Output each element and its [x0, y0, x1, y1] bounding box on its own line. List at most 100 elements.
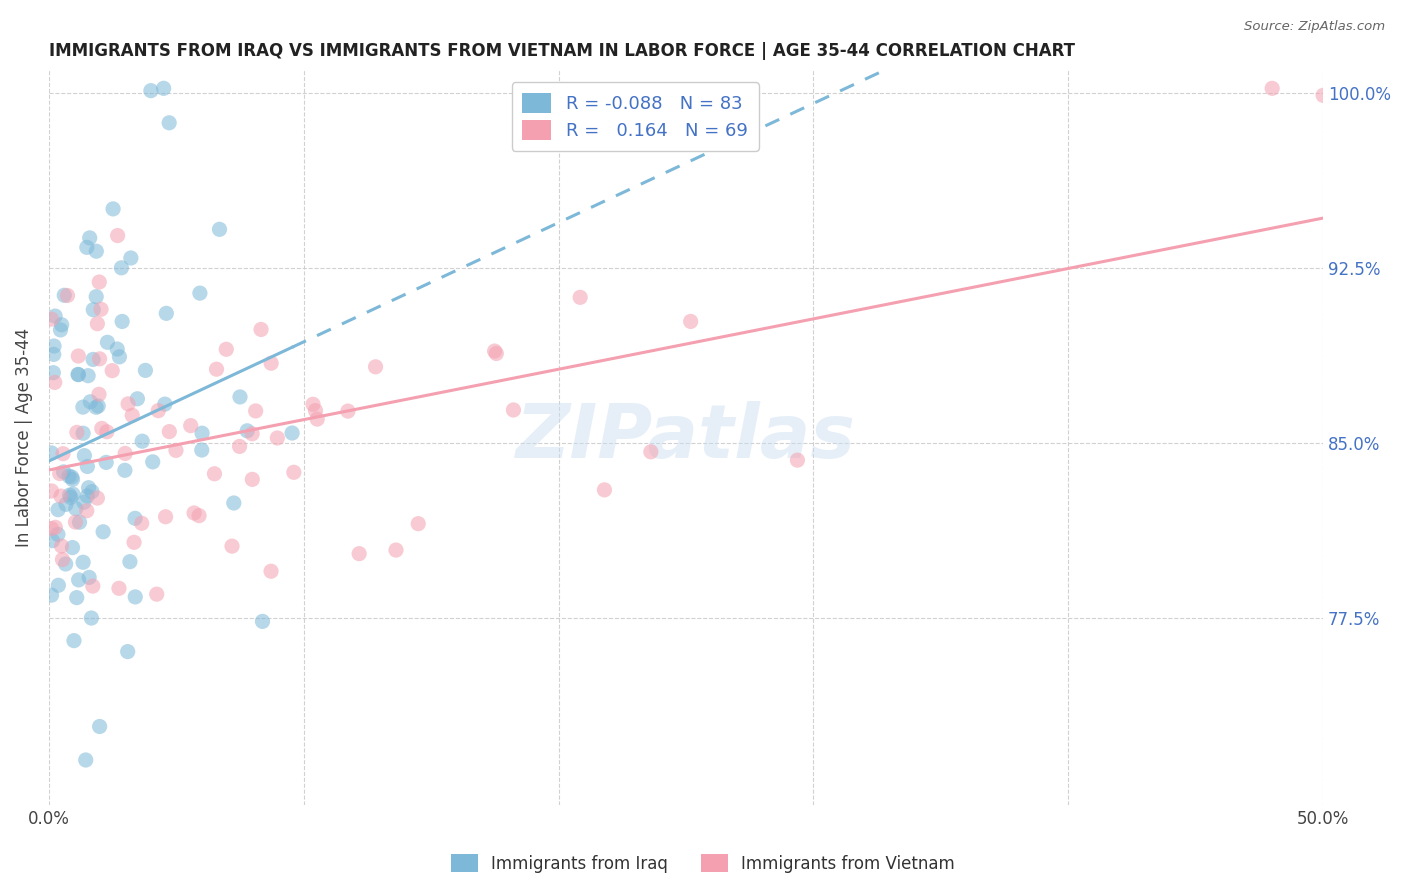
Point [485, 346, 508, 360]
Point [65, 515, 87, 529]
Text: IMMIGRANTS FROM IRAQ VS IMMIGRANTS FROM VIETNAM IN LABOR FORCE | AGE 35-44 CORRE: IMMIGRANTS FROM IRAQ VS IMMIGRANTS FROM … [49, 42, 1076, 60]
Point [307, 412, 329, 426]
Point [245, 404, 267, 418]
Point [120, 251, 142, 265]
Point [205, 362, 228, 376]
Point [183, 506, 205, 520]
Point [72, 555, 94, 569]
Point [48, 578, 70, 592]
Point [108, 350, 131, 364]
Point [41, 446, 63, 460]
Point [41, 312, 63, 326]
Point [79, 231, 101, 245]
Point [77, 481, 100, 495]
Point [87, 387, 110, 401]
Point [82, 352, 104, 367]
Point [76, 240, 98, 254]
Point [250, 322, 273, 336]
Point [84, 401, 107, 415]
Point [96, 425, 118, 439]
Point [62, 472, 84, 486]
Point [44, 376, 66, 390]
Point [131, 434, 153, 449]
Point [336, 404, 359, 418]
Point [134, 363, 156, 377]
Point [229, 390, 252, 404]
Point [51, 318, 73, 332]
Y-axis label: In Labor Force | Age 35-44: In Labor Force | Age 35-44 [15, 327, 32, 547]
Point [221, 539, 243, 553]
Point [67, 573, 90, 587]
Point [89, 351, 111, 366]
Point [101, 364, 124, 378]
Point [67, 368, 90, 382]
Point [228, 439, 250, 453]
Point [86, 317, 108, 331]
Point [108, 582, 131, 596]
Point [260, 356, 283, 370]
Point [58, 469, 80, 483]
Point [53, 288, 76, 302]
Point [260, 564, 283, 578]
Point [165, 443, 187, 458]
Point [124, 511, 146, 525]
Point [121, 409, 143, 423]
Point [46, 502, 69, 516]
Point [155, 509, 177, 524]
Point [72, 400, 94, 414]
Point [484, 344, 506, 359]
Point [117, 645, 139, 659]
Point [124, 590, 146, 604]
Point [252, 615, 274, 629]
Point [69, 515, 91, 529]
Point [56, 288, 79, 302]
Point [215, 343, 238, 357]
Point [240, 426, 263, 441]
Point [76, 459, 98, 474]
Point [62, 541, 84, 555]
Point [82, 579, 104, 593]
Point [118, 555, 141, 569]
Point [41, 533, 63, 548]
Point [42, 339, 65, 353]
Point [67, 349, 90, 363]
Point [281, 425, 304, 440]
Point [786, 453, 808, 467]
Point [204, 467, 226, 481]
Point [49, 489, 72, 503]
Point [122, 535, 145, 549]
Point [46, 527, 69, 541]
Point [65, 501, 87, 516]
Point [58, 488, 80, 502]
Point [52, 465, 75, 479]
Point [55, 497, 77, 511]
Point [96, 335, 118, 350]
Point [41, 588, 63, 602]
Point [51, 539, 73, 553]
Point [51, 552, 73, 566]
Point [41, 483, 63, 498]
Point [191, 443, 214, 458]
Point [222, 496, 245, 510]
Point [90, 421, 112, 435]
Point [44, 520, 66, 534]
Point [142, 455, 165, 469]
Point [679, 314, 702, 328]
Point [145, 587, 167, 601]
Point [52, 447, 75, 461]
Point [406, 516, 429, 531]
Point [152, 81, 174, 95]
Point [82, 302, 104, 317]
Point [76, 504, 98, 518]
Point [114, 463, 136, 477]
Point [153, 397, 176, 411]
Point [569, 290, 592, 304]
Point [148, 403, 170, 417]
Point [640, 445, 662, 459]
Legend: Immigrants from Iraq, Immigrants from Vietnam: Immigrants from Iraq, Immigrants from Vi… [444, 847, 962, 880]
Point [1312, 88, 1334, 103]
Point [49, 323, 72, 337]
Point [593, 483, 616, 497]
Point [90, 302, 112, 317]
Point [302, 397, 325, 411]
